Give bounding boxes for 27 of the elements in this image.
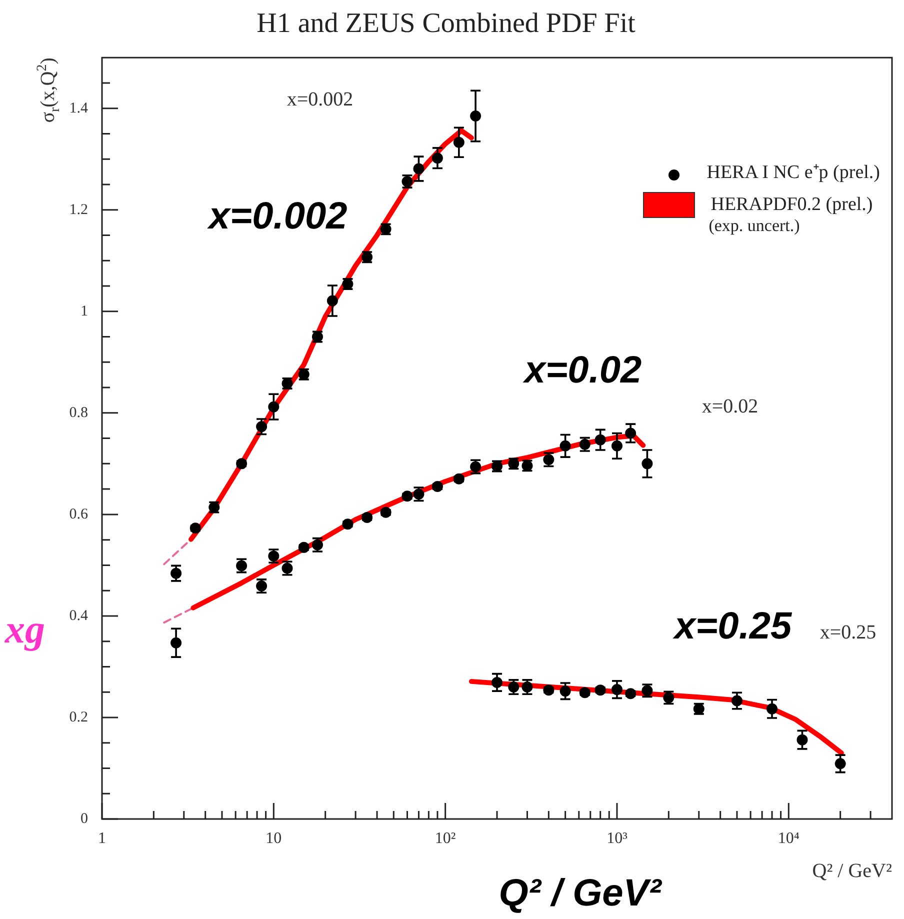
x-tick-label: 10 <box>266 830 282 847</box>
text: xg <box>4 606 45 652</box>
y-tick-label: 0.2 <box>69 709 88 726</box>
y-tick-label: 0 <box>80 810 88 827</box>
annotation: x=0.25 <box>820 621 876 644</box>
annotation: x=0.02 <box>522 349 642 392</box>
x-tick-label: 10² <box>434 830 456 847</box>
annotation: x=0.25 <box>672 605 792 648</box>
annotation: x=0.002 <box>206 195 348 238</box>
legend-label: HERAPDF0.2 (prel.) <box>710 194 873 216</box>
y-tick-label: 0.4 <box>69 608 88 624</box>
text: Q² / GeV² <box>498 872 663 914</box>
annotation: x=0.02 <box>702 395 758 418</box>
annotation: x=0.002 <box>286 88 354 110</box>
y-axis-title: σr(x,Q2) <box>35 58 63 123</box>
x-tick-label: 10⁴ <box>778 830 800 847</box>
x-tick-label: 1 <box>98 830 106 847</box>
x-tick-label: 10³ <box>606 830 628 847</box>
x-axis-title: Q² / GeV² <box>812 860 892 882</box>
legend-label: HERA I NC e⁺p (prel.) <box>706 160 880 184</box>
annotation: (exp. uncert.) <box>708 216 801 236</box>
chart-title: H1 and ZEUS Combined PDF Fit <box>256 8 636 40</box>
y-tick-label: 0.6 <box>69 506 88 522</box>
y-tick-label: 1.4 <box>69 100 88 116</box>
y-tick-label: 0.8 <box>69 404 88 421</box>
y-tick-label: 1 <box>80 303 88 320</box>
y-tick-label: 1.2 <box>69 202 88 218</box>
